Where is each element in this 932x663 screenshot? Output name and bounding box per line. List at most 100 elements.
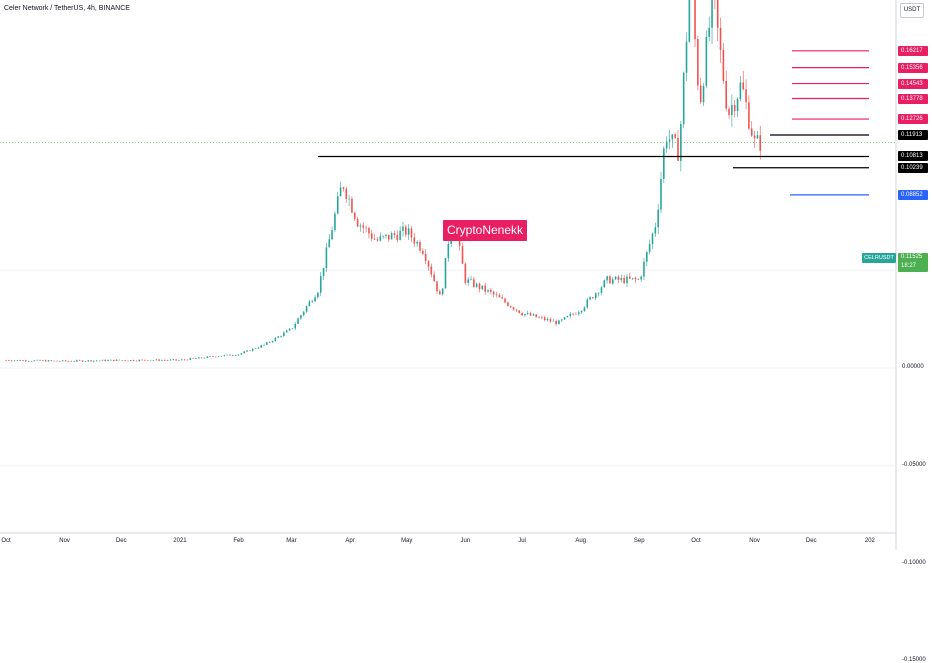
candle-body [671, 134, 674, 140]
candle-body [81, 360, 84, 362]
x-tick-label: Aug [575, 538, 586, 544]
watermark-label: CryptoNenekk [443, 220, 527, 241]
candle-body [623, 277, 625, 284]
candle-body [110, 359, 112, 361]
candle-body [280, 336, 282, 337]
symbol-tag: CELRUSDT [862, 253, 896, 263]
candle-body [484, 285, 486, 292]
candle-body [563, 317, 566, 320]
candle-body [660, 178, 662, 210]
candle-body [336, 196, 339, 214]
candle-body [529, 313, 532, 316]
candle-body [325, 247, 328, 269]
candle-body [121, 360, 124, 361]
currency-button[interactable]: USDT [900, 3, 924, 18]
candle-body [390, 233, 393, 240]
candle-body [215, 356, 217, 358]
candle-body [611, 279, 614, 284]
candle-body [365, 227, 367, 229]
candle-body [575, 314, 577, 315]
candle-body [705, 36, 708, 86]
candle-body [342, 187, 345, 189]
x-tick-label: Jun [460, 538, 471, 544]
candle-body [47, 360, 50, 362]
candle-body [78, 360, 81, 361]
candle-body [688, 0, 691, 42]
candle-body [166, 360, 169, 361]
candle-body [370, 233, 373, 239]
candle-body [232, 355, 234, 356]
candle-body [308, 301, 311, 307]
candle-body [617, 276, 620, 280]
candle-body [387, 234, 390, 240]
candle-body [478, 283, 481, 290]
x-tick-label: Feb [233, 538, 244, 544]
candle-body [725, 80, 728, 109]
candle-body [580, 310, 583, 313]
candle-body [753, 135, 756, 139]
candle-body [549, 319, 552, 322]
candle-body [657, 209, 659, 228]
candle-body [200, 357, 203, 358]
x-tick-label: 2021 [173, 538, 187, 544]
candle-body [183, 359, 186, 361]
candle-body [226, 354, 228, 356]
x-tick-label: Oct [691, 538, 701, 544]
candle-body [399, 230, 401, 240]
chart-grid [0, 0, 897, 550]
x-tick-label: Mar [286, 538, 297, 544]
candle-body [135, 360, 138, 362]
candle-body [305, 306, 308, 312]
candle-body [739, 82, 742, 99]
candle-body [172, 359, 175, 361]
candle-body [716, 0, 719, 28]
candle-body [10, 360, 13, 362]
candle-body [240, 353, 243, 355]
candle-body [481, 285, 484, 290]
x-tick-label: Dec [805, 538, 817, 544]
candle-body [163, 360, 166, 361]
candle-body [39, 359, 41, 361]
candle-body [577, 312, 580, 315]
candle-body [444, 258, 447, 289]
price-chart[interactable] [0, 0, 932, 550]
candle-body [560, 319, 563, 321]
y-tick-label: 0.00000 [902, 364, 924, 370]
candle-body [104, 359, 107, 361]
candle-body [543, 317, 546, 321]
candle-body [748, 102, 750, 129]
candle-body [155, 359, 158, 361]
candle-body [141, 359, 143, 361]
candle-body [152, 360, 155, 361]
candle-body [302, 311, 305, 316]
candle-body [629, 276, 631, 279]
candle-body [87, 360, 90, 362]
candle-body [25, 360, 27, 362]
candle-body [209, 356, 211, 357]
candle-body [288, 328, 291, 331]
candle-body [637, 279, 640, 280]
candle-body [297, 318, 299, 324]
candle-body [181, 359, 183, 361]
candle-body [76, 360, 78, 362]
candle-body [461, 245, 464, 264]
candle-body [702, 85, 705, 103]
candle-body [373, 238, 376, 240]
candle-body [614, 276, 617, 280]
price-label-support: 0.10813 [898, 151, 928, 162]
candle-body [73, 361, 75, 362]
price-label-support: 0.11913 [898, 129, 928, 140]
y-tick-label: -0.05000 [902, 461, 926, 468]
candle-body [759, 135, 762, 151]
candle-body [169, 359, 172, 361]
candle-body [512, 307, 515, 310]
candle-body [53, 360, 56, 362]
candle-body [217, 356, 220, 358]
candle-body [594, 293, 597, 299]
price-label-resistance: 0.12726 [898, 114, 928, 125]
candle-body [178, 360, 180, 361]
candle-body [711, 0, 713, 28]
candle-body [422, 250, 424, 254]
candle-body [589, 297, 591, 300]
candle-body [229, 354, 231, 356]
